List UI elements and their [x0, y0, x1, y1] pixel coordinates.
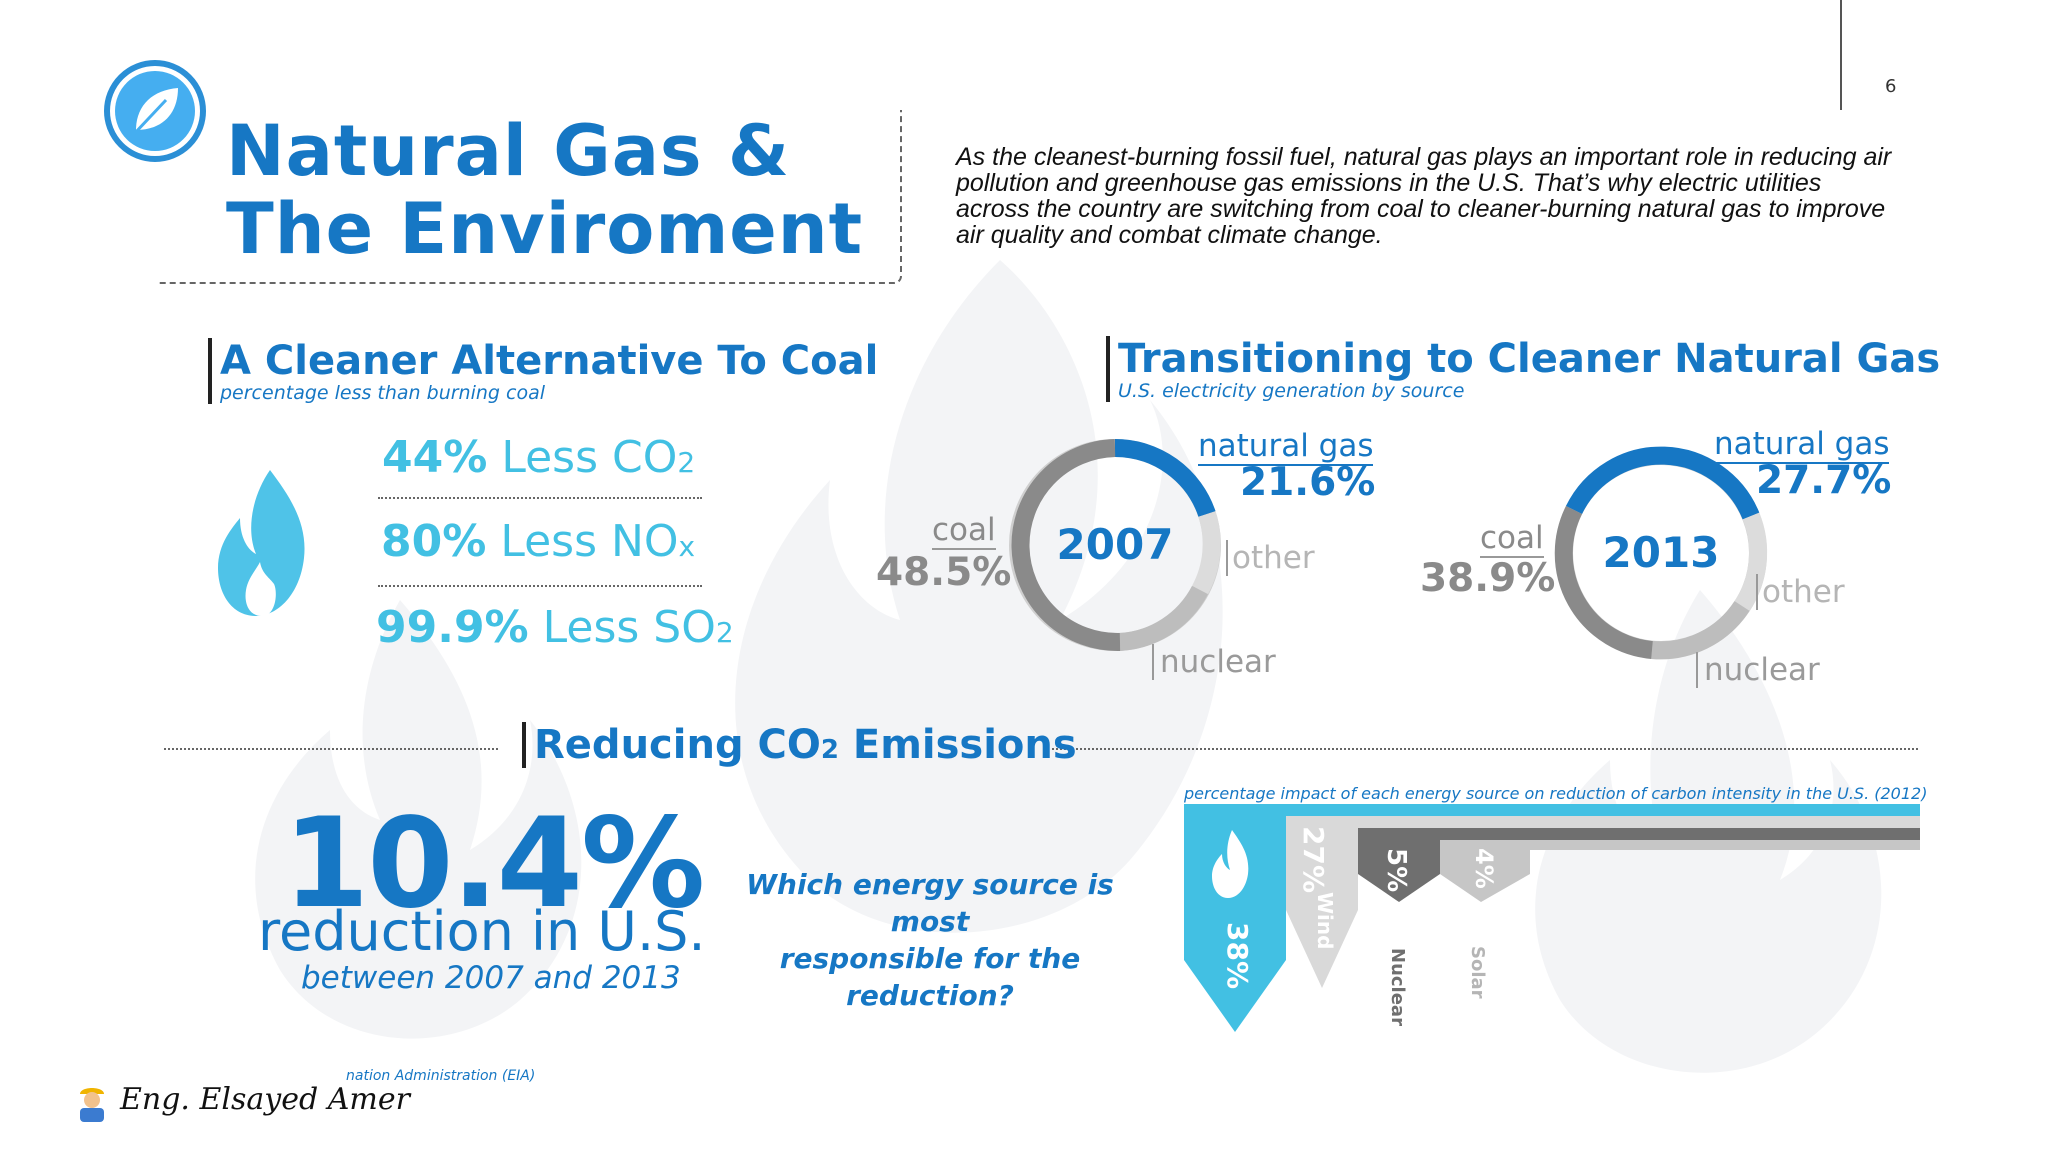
donut-2013-year: 2013 [1602, 528, 1720, 577]
cleaner-subtitle: percentage less than burning coal [220, 382, 546, 404]
donut-2007-gas-arc [1114, 438, 1216, 518]
reduction-period: between 2007 and 2013 [301, 960, 681, 996]
worker-icon [80, 1088, 104, 1122]
donut-2007-gas-label: natural gas [1198, 428, 1374, 466]
donut-2013-other-label: other [1756, 574, 1845, 610]
page-number: 6 [1885, 76, 1897, 97]
impact-wind-pct: 27% [1297, 826, 1330, 893]
donut-2013-gas-label: natural gas [1714, 426, 1890, 464]
stat-nox: 80% Less NOx [381, 516, 695, 567]
donut-2007-coal-label: coal [932, 512, 996, 550]
reducing-title-tail: Emissions [838, 722, 1077, 768]
impact-gas-bar [1184, 804, 1286, 1032]
stat-nox-text: Less NO [500, 516, 679, 567]
donut-2013-gas-pct: 27.7% [1756, 458, 1892, 503]
donut-2013-other-arc [1734, 512, 1768, 611]
flame-icon [218, 470, 305, 616]
question-text: Which energy source is most responsible … [710, 866, 1150, 1014]
impact-solar-label: Solar [1467, 946, 1488, 999]
donut-2007-gas-pct: 21.6% [1240, 460, 1376, 505]
impact-wind-label: Wind [1313, 892, 1337, 949]
title-line-1: Natural Gas & [226, 110, 791, 192]
donut-2007-year: 2007 [1056, 520, 1174, 569]
reducing-title: Reducing CO2 Emissions [522, 722, 1077, 768]
stat-separator [378, 585, 702, 587]
reducing-rule-left [164, 748, 498, 750]
impact-solar-bar [1440, 840, 1530, 902]
cleaner-title: A Cleaner Alternative To Coal [220, 338, 879, 384]
stat-co2-sub: 2 [677, 446, 696, 479]
question-line-2: responsible for the reduction? [779, 942, 1081, 1012]
stat-so2-sub: 2 [715, 616, 734, 649]
donut-2013-coal-arc [1554, 505, 1654, 659]
transition-title: Transitioning to Cleaner Natural Gas [1118, 336, 1941, 382]
impact-nuclear-pct: 5% [1381, 848, 1411, 892]
source-text: nation Administration (EIA) [346, 1068, 536, 1084]
donut-2013-coal-pct: 38.9% [1420, 556, 1556, 601]
stat-nox-sub: x [678, 530, 696, 563]
donut-2007-coal-pct: 48.5% [876, 550, 1012, 595]
stat-co2-pct: 44% [382, 432, 488, 483]
impact-nuclear-label: Nuclear [1387, 948, 1408, 1026]
reduction-subtitle: reduction in U.S. [258, 900, 706, 963]
page-rule [1840, 0, 1842, 110]
donut-2007-coal-arc [1011, 439, 1121, 652]
donut-2013-coal-label: coal [1480, 520, 1544, 558]
stat-so2: 99.9% Less SO2 [376, 602, 734, 653]
reducing-title-main: Reducing CO [534, 722, 821, 768]
question-line-1: Which energy source is most [746, 868, 1114, 938]
impact-gas-pct: 38% [1221, 922, 1254, 989]
donut-2013-gas-arc [1565, 446, 1760, 520]
impact-chart: 38% 27% Wind 5% Nuclear 4% Solar [1184, 804, 1920, 1032]
donut-2013-nuclear-label: nuclear [1696, 652, 1820, 688]
donut-chart-2007 [1009, 438, 1221, 652]
stat-nox-pct: 80% [381, 516, 487, 567]
stat-co2-text: Less CO [501, 432, 678, 483]
donut-2013-nuclear-arc [1651, 600, 1750, 660]
signature: Eng. Elsayed Amer [120, 1082, 410, 1117]
reducing-rule-right [1052, 748, 1918, 750]
leaf-logo-icon [104, 60, 206, 162]
intro-paragraph: As the cleanest-burning fossil fuel, nat… [956, 143, 1892, 249]
donut-2007-nuclear-label: nuclear [1152, 644, 1276, 680]
impact-nuclear-bar [1358, 828, 1440, 902]
title-frame [158, 110, 902, 284]
cleaner-section-header: A Cleaner Alternative To Coal percentage… [208, 338, 878, 404]
reducing-title-sub: 2 [820, 735, 839, 765]
stat-co2: 44% Less CO2 [382, 432, 695, 483]
donut-chart-2013 [1554, 446, 1768, 660]
title-line-2: The Enviroment [226, 188, 864, 270]
impact-wind-bar [1286, 816, 1358, 988]
page-title: Natural Gas & The Enviroment [226, 112, 863, 268]
reduction-percentage: 10.4% [283, 792, 705, 936]
stat-so2-pct: 99.9% [376, 602, 529, 653]
stat-so2-text: Less SO [542, 602, 716, 653]
transition-subtitle: U.S. electricity generation by source [1118, 380, 1465, 402]
donut-2007-other-arc [1191, 511, 1221, 595]
impact-flame-icon [1212, 830, 1249, 898]
impact-caption: percentage impact of each energy source … [1184, 784, 1928, 803]
transition-section-header: Transitioning to Cleaner Natural Gas U.S… [1106, 336, 1940, 402]
impact-solar-pct: 4% [1470, 848, 1498, 889]
donut-2007-other-label: other [1226, 540, 1315, 576]
stat-separator [378, 497, 702, 499]
donut-2007-nuclear-arc [1119, 585, 1208, 651]
